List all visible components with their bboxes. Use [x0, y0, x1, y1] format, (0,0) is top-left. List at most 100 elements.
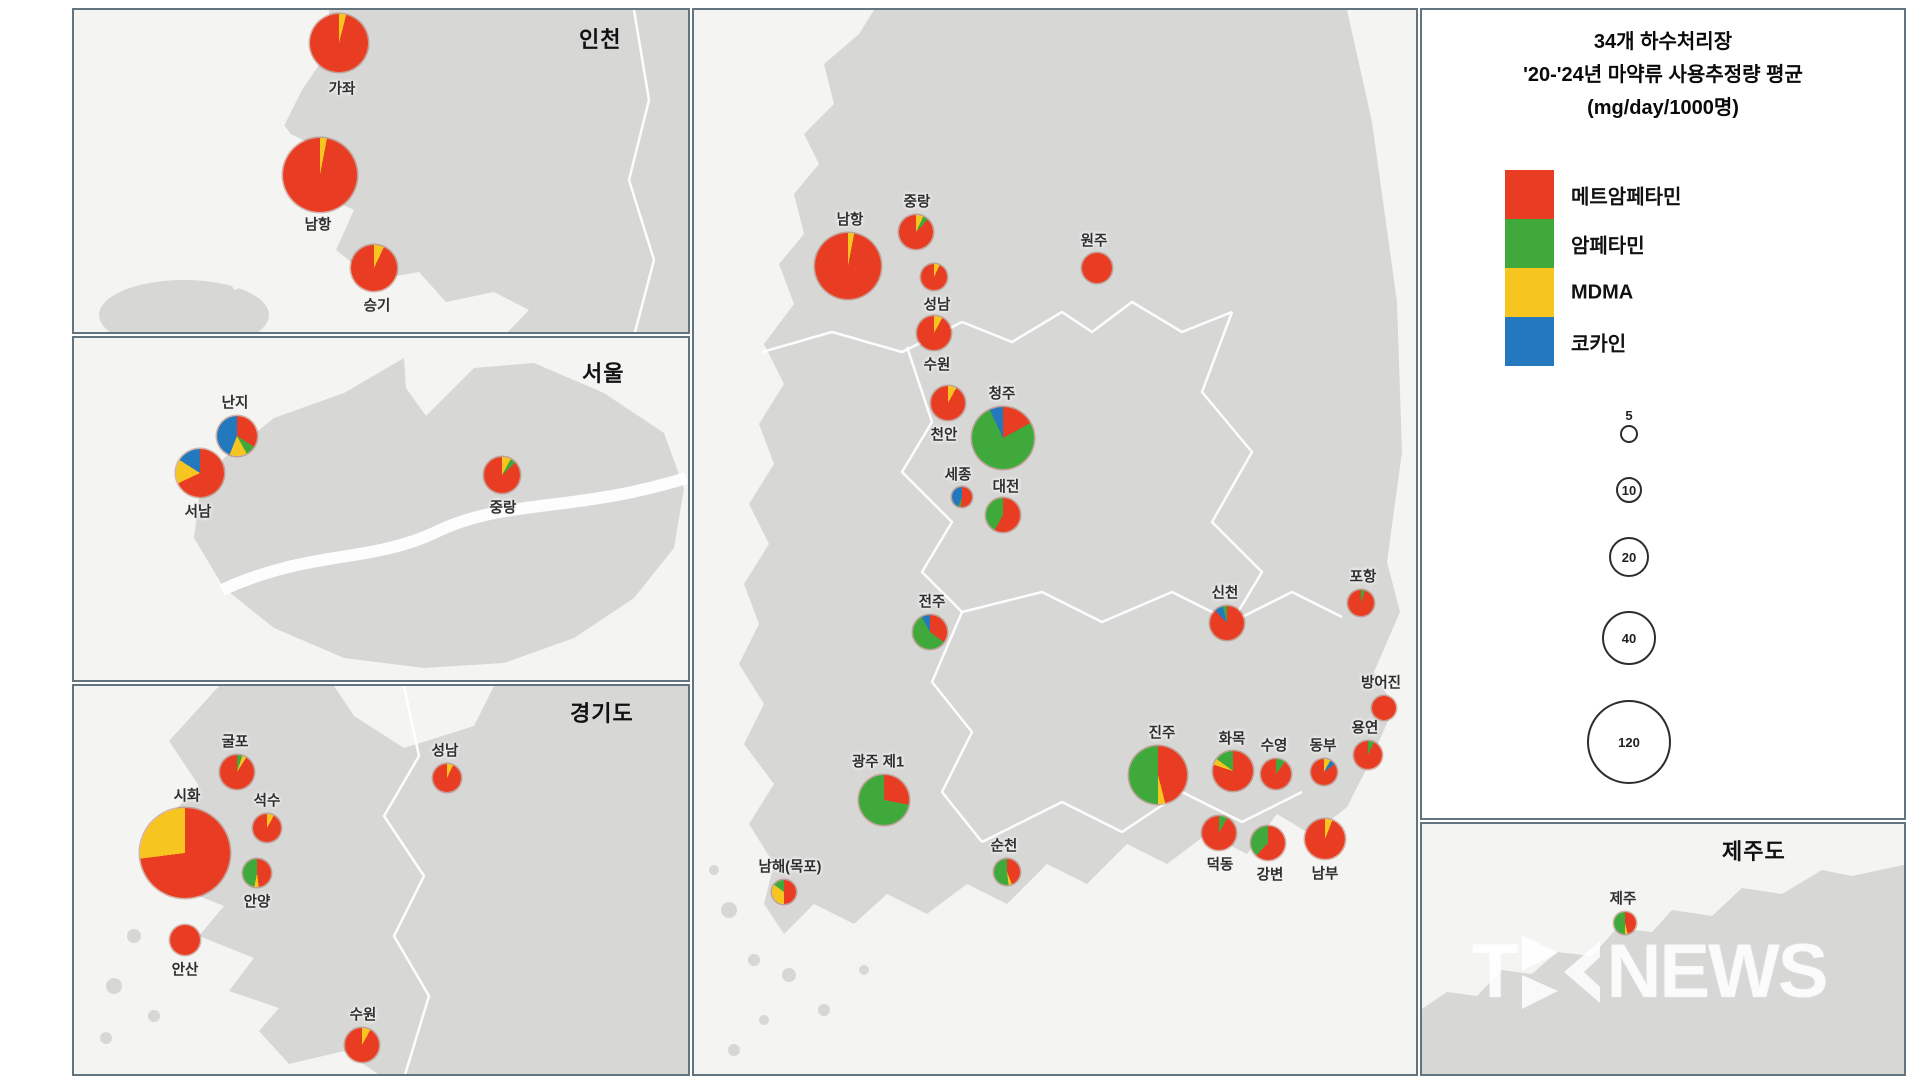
jeju-title: 제주도: [1722, 839, 1786, 864]
site-pie-남부: [1305, 819, 1345, 859]
panel-legend: 34개 하수처리장 '20-'24년 마약류 사용추정량 평균 (mg/day/…: [1420, 8, 1906, 820]
seoul-map: [194, 353, 688, 668]
site-label-진주: 진주: [1148, 725, 1176, 742]
legend-swatch-amph: [1505, 219, 1554, 268]
site-pie-전주: [913, 615, 947, 649]
site-label-안산: 안산: [171, 962, 199, 979]
site-pie-화목: [1213, 751, 1253, 791]
size-circle-20: 20: [1609, 537, 1649, 577]
site-pie-성남: [433, 764, 461, 792]
site-label-포항: 포항: [1349, 569, 1377, 586]
site-pie-서남: [176, 449, 224, 497]
site-label-중랑: 중랑: [903, 194, 931, 211]
site-pie-난지: [217, 416, 257, 456]
tbc-logo-icon: [1522, 934, 1601, 1009]
gyeonggi-title: 경기도: [570, 701, 634, 726]
size-circle-120: 120: [1587, 700, 1671, 784]
site-pie-용연: [1354, 741, 1382, 769]
site-pie-광주 제1: [859, 775, 909, 825]
site-label-덕동: 덕동: [1206, 857, 1234, 874]
site-pie-수영: [1261, 759, 1291, 789]
site-pie-수원: [345, 1028, 379, 1062]
site-pie-제주: [1614, 912, 1636, 934]
site-label-수원: 수원: [923, 357, 951, 374]
site-label-굴포: 굴포: [221, 734, 249, 751]
site-pie-굴포: [220, 755, 254, 789]
gyeonggi-map: [100, 686, 688, 1074]
site-label-난지: 난지: [221, 395, 249, 412]
legend-label-meth: 메트암페타민: [1571, 186, 1682, 208]
site-pie-방어진: [1372, 696, 1396, 720]
size-circle-5: [1620, 425, 1638, 443]
site-label-동부: 동부: [1309, 738, 1337, 755]
seoul-title: 서울: [582, 361, 625, 386]
site-label-중랑: 중랑: [489, 500, 517, 517]
legend-title: 34개 하수처리장 '20-'24년 마약류 사용추정량 평균 (mg/day/…: [1422, 26, 1904, 125]
site-label-용연: 용연: [1351, 720, 1379, 737]
site-pie-원주: [1082, 253, 1112, 283]
site-label-천안: 천안: [930, 427, 958, 444]
site-pie-남항: [283, 138, 357, 212]
site-pie-수원: [917, 316, 951, 350]
site-pie-승기: [351, 245, 397, 291]
legend-swatch-mdma: [1505, 268, 1554, 317]
legend-swatch-cocaine: [1505, 317, 1554, 366]
site-label-청주: 청주: [988, 386, 1016, 403]
site-pie-강변: [1251, 826, 1285, 860]
panel-main-map: [692, 8, 1418, 1076]
site-label-방어진: 방어진: [1360, 675, 1402, 692]
site-pie-덕동: [1202, 816, 1236, 850]
site-pie-신천: [1210, 606, 1244, 640]
panel-seoul: 서울: [72, 336, 690, 682]
size-label-5: 5: [1625, 408, 1633, 423]
site-pie-중랑: [484, 457, 520, 493]
site-label-수원: 수원: [349, 1007, 377, 1024]
site-pie-남해(목포): [772, 880, 796, 904]
site-label-순천: 순천: [990, 838, 1018, 855]
legend-label-cocaine: 코카인: [1571, 333, 1627, 355]
tbc-news-watermark: T NEWS: [1472, 928, 1828, 1015]
site-label-화목: 화목: [1218, 731, 1246, 748]
size-circle-10: 10: [1616, 477, 1642, 503]
site-pie-시화: [140, 808, 230, 898]
site-label-남항: 남항: [836, 212, 864, 229]
site-pie-포항: [1348, 590, 1374, 616]
legend-swatch-meth: [1505, 170, 1554, 219]
site-pie-중랑: [899, 215, 933, 249]
site-label-강변: 강변: [1256, 867, 1284, 884]
legend-title-line2: '20-'24년 마약류 사용추정량 평균: [1523, 64, 1803, 86]
site-label-성남: 성남: [431, 743, 459, 760]
site-label-남항: 남항: [304, 217, 332, 234]
site-pie-천안: [931, 386, 965, 420]
watermark-t: T: [1472, 929, 1518, 1014]
site-label-제주: 제주: [1609, 891, 1637, 908]
panel-jeju: 제주도: [1420, 822, 1906, 1076]
site-label-남부: 남부: [1311, 866, 1339, 883]
site-pie-가좌: [310, 14, 368, 72]
site-label-전주: 전주: [918, 594, 946, 611]
site-label-서남: 서남: [184, 504, 212, 521]
korea-map: [709, 10, 1402, 1056]
legend-title-line1: 34개 하수처리장: [1593, 31, 1733, 53]
site-label-시화: 시화: [173, 788, 201, 805]
site-pie-동부: [1311, 759, 1337, 785]
site-pie-대전: [986, 498, 1020, 532]
legend-label-mdma: MDMA: [1571, 281, 1634, 303]
site-label-신천: 신천: [1211, 585, 1239, 602]
site-label-세종: 세종: [944, 467, 972, 484]
site-label-대전: 대전: [992, 479, 1020, 496]
site-label-가좌: 가좌: [328, 81, 356, 98]
incheon-title: 인천: [579, 27, 622, 52]
site-label-안양: 안양: [243, 894, 271, 911]
site-label-석수: 석수: [253, 793, 281, 810]
site-label-성남: 성남: [923, 297, 951, 314]
site-pie-진주: [1129, 746, 1187, 804]
watermark-news: NEWS: [1606, 929, 1828, 1014]
site-pie-세종: [952, 487, 972, 507]
site-label-원주: 원주: [1080, 233, 1108, 250]
site-pie-석수: [253, 814, 281, 842]
site-pie-안양: [243, 859, 271, 887]
jeju-map: [1422, 864, 1904, 1074]
site-label-광주 제1: 광주 제1: [851, 754, 905, 771]
